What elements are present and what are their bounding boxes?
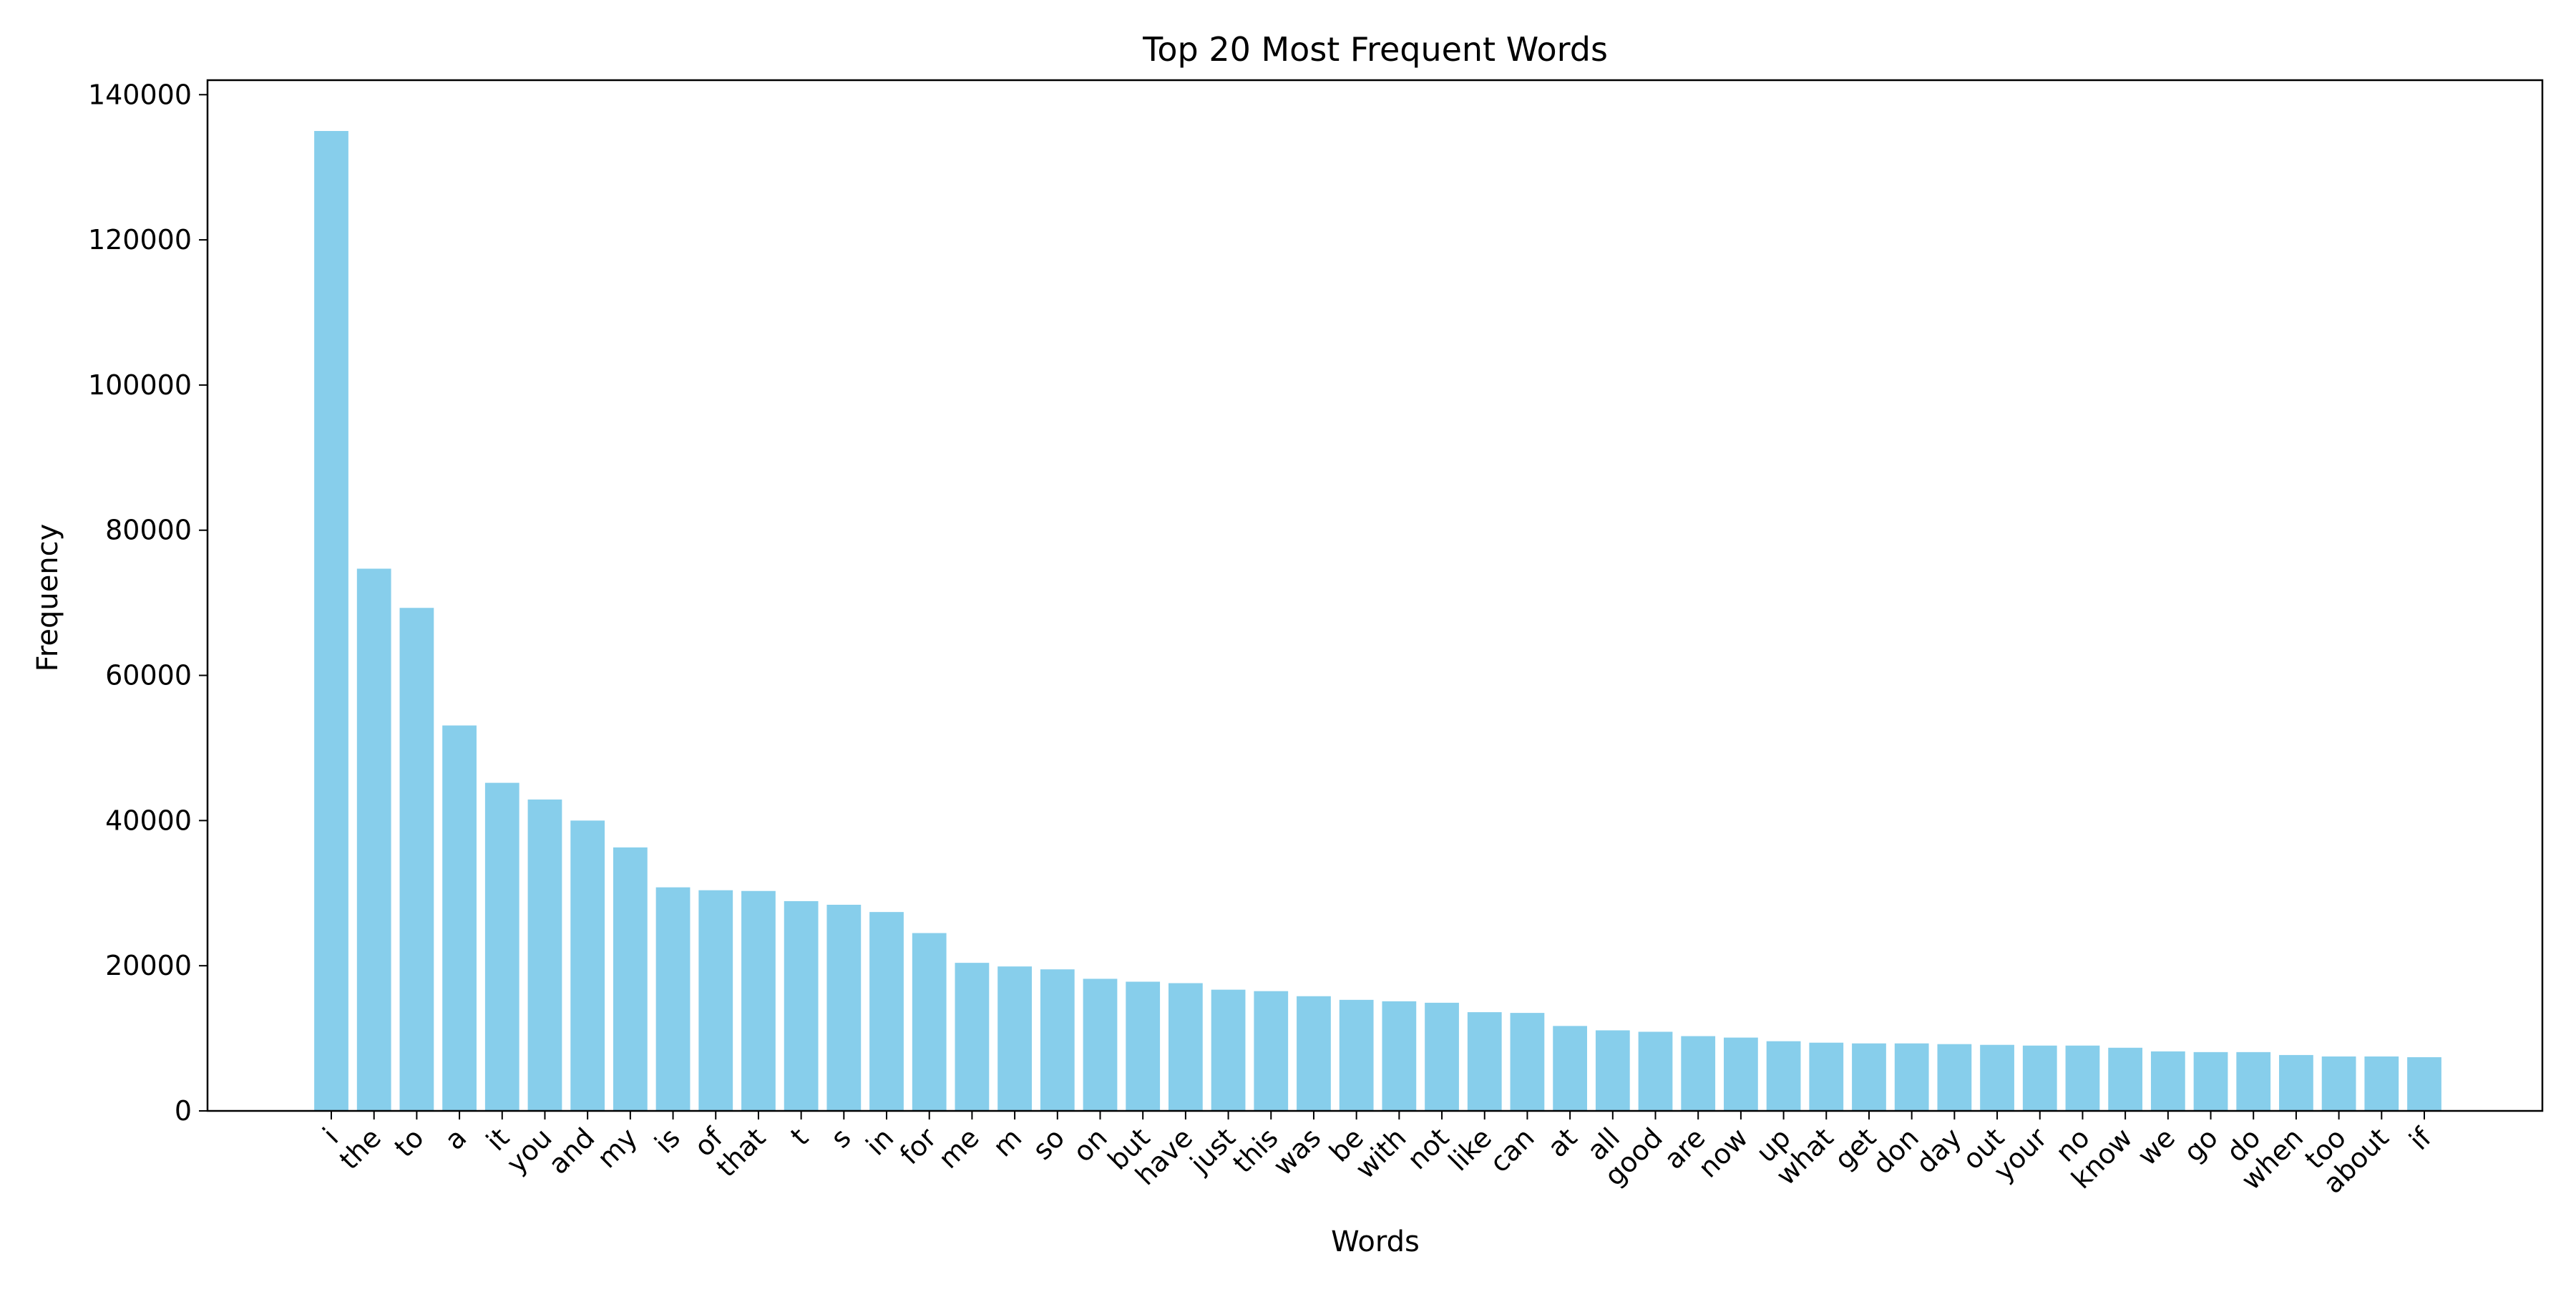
x-tick-label-now: now (1692, 1122, 1755, 1184)
x-tick-label-for: for (894, 1122, 942, 1170)
bar-just (1211, 989, 1246, 1111)
bar-my (613, 847, 648, 1111)
bar-don (1894, 1043, 1929, 1111)
plot-frame (206, 79, 2544, 1112)
bar-and (570, 820, 605, 1111)
x-tick-label-a: a (439, 1122, 473, 1156)
bar-s (826, 905, 862, 1111)
bar-was (1297, 996, 1331, 1111)
y-tick-label: 0 (175, 1095, 192, 1127)
bar-can (1510, 1013, 1545, 1111)
bar-your (2022, 1045, 2057, 1111)
x-tick-label-can: can (1483, 1122, 1540, 1178)
bar-the (356, 568, 391, 1111)
bar-get (1852, 1043, 1886, 1111)
x-tick-label-at: at (1541, 1122, 1583, 1163)
y-tick-label: 40000 (105, 805, 192, 836)
x-tick-label-m: m (987, 1122, 1028, 1162)
x-tick-label-if: if (2403, 1121, 2438, 1156)
x-tick-label-we: we (2132, 1122, 2182, 1172)
x-tick-label-i: i (317, 1122, 345, 1150)
bar-of (698, 890, 733, 1111)
x-tick-label-in: in (860, 1122, 900, 1162)
bar-day (1937, 1044, 1972, 1111)
x-tick-label-s: s (825, 1122, 857, 1154)
bar-m (997, 966, 1032, 1111)
x-tick-label-me: me (932, 1122, 985, 1175)
x-tick-label-is: is (648, 1122, 686, 1160)
x-tick-label-the: the (333, 1122, 387, 1175)
bar-for (912, 933, 947, 1111)
bar-it (484, 782, 519, 1111)
bar-in (869, 912, 904, 1111)
bar-now (1724, 1037, 1758, 1111)
bar-is (655, 887, 691, 1111)
bar-too (2321, 1056, 2356, 1111)
x-tick-label-like: like (1443, 1122, 1498, 1177)
x-tick-label-go: go (2177, 1122, 2224, 1168)
bar-to (399, 608, 434, 1111)
bar-go (2193, 1051, 2228, 1111)
bar-all (1595, 1030, 1630, 1111)
bar-when (2279, 1054, 2313, 1111)
x-tick-label-my: my (591, 1122, 643, 1174)
y-tick-label: 20000 (105, 950, 192, 981)
y-tick-label: 80000 (105, 515, 192, 546)
bar-like (1467, 1012, 1502, 1111)
y-tick-label: 100000 (88, 369, 192, 401)
bar-be (1339, 999, 1374, 1111)
bar-have (1169, 983, 1203, 1111)
bar-at (1553, 1026, 1587, 1111)
bar-about (2364, 1056, 2399, 1111)
y-axis-label: Frequency (31, 524, 64, 672)
bar-what (1809, 1042, 1844, 1111)
bar-no (2065, 1045, 2100, 1111)
bar-out (1980, 1044, 2014, 1111)
bar-so (1040, 969, 1075, 1111)
x-axis-label: Words (1331, 1225, 1420, 1258)
bar-you (527, 799, 562, 1111)
bar-are (1681, 1036, 1716, 1111)
y-tick-label: 120000 (88, 224, 192, 256)
bar-on (1083, 978, 1118, 1111)
bar-t (784, 900, 819, 1111)
x-tick-label-that: that (711, 1122, 772, 1183)
bar-with (1382, 1001, 1417, 1111)
x-tick-label-to: to (389, 1122, 430, 1163)
bar-we (2150, 1051, 2185, 1111)
bar-a (442, 725, 477, 1111)
bar-i (314, 130, 348, 1112)
bar-not (1425, 1002, 1459, 1111)
bar-up (1766, 1041, 1801, 1111)
y-tick-label: 140000 (88, 79, 192, 110)
bar-this (1254, 991, 1289, 1111)
x-tick-label-on: on (1067, 1122, 1113, 1168)
bar-me (955, 963, 990, 1111)
chart-title: Top 20 Most Frequent Words (1142, 30, 1608, 69)
x-tick-label-not: not (1401, 1122, 1455, 1175)
bar-good (1638, 1031, 1673, 1111)
bar-if (2407, 1057, 2441, 1111)
bar-do (2236, 1051, 2271, 1111)
x-tick-label-so: so (1027, 1122, 1071, 1166)
x-tick-label-was: was (1267, 1122, 1327, 1182)
bar-but (1126, 981, 1161, 1111)
x-tick-label-t: t (784, 1122, 814, 1152)
bar-that (741, 890, 776, 1111)
bar-know (2108, 1047, 2143, 1111)
x-tick-label-get: get (1828, 1122, 1882, 1175)
y-tick-label: 60000 (105, 660, 192, 691)
plot-area: 0 20000 40000 60000 80000 100000 120000 140000 i… (88, 79, 2544, 1200)
